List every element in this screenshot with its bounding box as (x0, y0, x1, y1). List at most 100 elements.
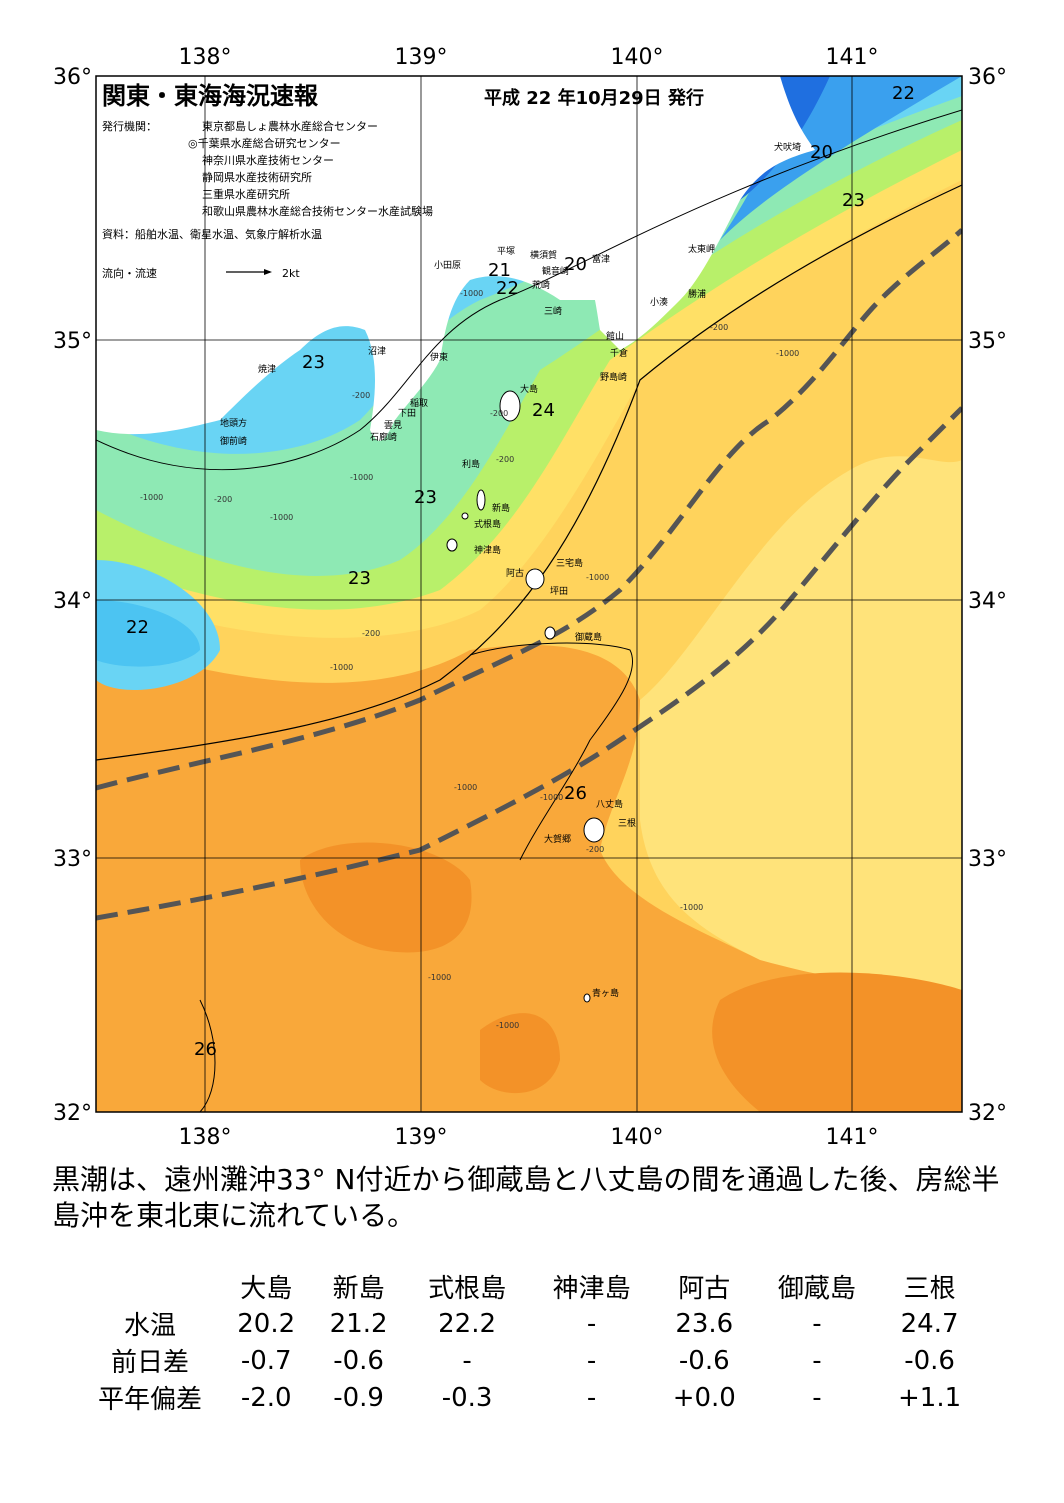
table-row: 前日差 -0.7 -0.6 - - -0.6 - -0.6 (80, 1342, 980, 1379)
isotherm-label: 22 (126, 617, 149, 638)
place-label: 太東岬 (688, 243, 715, 255)
place-label: 青ヶ島 (592, 987, 619, 999)
issuer: 静岡県水産技術研究所 (202, 170, 312, 184)
depth-label: -1000 (460, 289, 483, 298)
issuer: 三重県水産研究所 (202, 187, 290, 201)
issue-date: 平成 22 年10月29日 発行 (484, 87, 704, 109)
lat-label: 34° (53, 589, 92, 614)
column-header: 式根島 (428, 1274, 507, 1304)
place-label: 石廊崎 (370, 431, 397, 443)
zone-25-pale (640, 456, 962, 1000)
table-cell: -0.9 (333, 1382, 384, 1413)
place-label: 三根 (618, 817, 636, 829)
depth-label: -1000 (496, 1021, 519, 1030)
isotherm-line (96, 184, 962, 761)
column-header: 阿古 (678, 1274, 731, 1304)
isotherm-labels: 20 20 21 22 22 22 23 23 23 23 24 26 26 (126, 83, 915, 1060)
place-label: 横須賀 (530, 249, 557, 261)
isotherm-label: 23 (302, 352, 325, 373)
zone-27c (480, 1013, 560, 1094)
place-label: 下田 (398, 408, 416, 419)
table-cell: - (586, 1382, 597, 1413)
table-cell: - (812, 1345, 822, 1376)
place-label: 観音崎 (542, 265, 569, 277)
row-label: 平年偏差 (97, 1385, 202, 1415)
table-cell: -2.0 (240, 1382, 292, 1413)
zone-27a (300, 842, 472, 953)
depth-label: -1000 (350, 473, 373, 482)
column-header: 神津島 (552, 1274, 631, 1304)
column-header: 三根 (903, 1274, 956, 1304)
place-label: 大賀郷 (544, 833, 571, 845)
lon-label: 140° (611, 1125, 664, 1150)
place-label: 館山 (606, 330, 624, 342)
depth-label: -200 (710, 323, 728, 332)
depth-label: -1000 (140, 493, 163, 502)
lat-label: 33° (968, 847, 1007, 872)
table-cell: +0.0 (672, 1382, 736, 1413)
issuer: 和歌山県農林水産総合技術センター水産試験場 (202, 204, 433, 218)
table-cell: - (812, 1308, 822, 1339)
lon-label: 138° (179, 45, 232, 70)
table-cell: -0.6 (678, 1345, 730, 1376)
depth-label: -200 (362, 629, 380, 638)
depth-label: -200 (352, 391, 370, 400)
isotherm-label: 20 (810, 142, 833, 163)
depth-label: -1000 (680, 903, 703, 912)
depth-label: -200 (496, 455, 514, 464)
place-names: 犬吠埼 太東岬 勝浦 小湊 館山 千倉 野島崎 平塚 横須賀 観音崎 富津 荒崎… (220, 141, 801, 999)
depth-label: -200 (490, 409, 508, 418)
lat-label: 34° (968, 589, 1007, 614)
kuroshio-axis-south (96, 406, 962, 921)
isotherm-label: 22 (496, 278, 519, 299)
table-cell: - (812, 1382, 822, 1413)
island-shikinejima (461, 512, 469, 520)
table-cell: -0.6 (904, 1345, 955, 1376)
map-title: 関東・東海海況速報 (102, 82, 319, 110)
place-label: 千倉 (610, 347, 628, 359)
table-cell: +1.1 (898, 1382, 962, 1413)
place-label: 地頭方 (220, 417, 247, 429)
place-label: 三崎 (544, 305, 562, 317)
place-label: 小田原 (434, 260, 461, 271)
island-hachijojima (583, 817, 605, 843)
kuroshio-axis-north (96, 228, 962, 791)
depth-label: -1000 (540, 793, 563, 802)
island-niijima (476, 489, 486, 511)
table-cell: 22.2 (438, 1308, 497, 1339)
isotherm-label: 20 (564, 254, 587, 275)
island-kozushima (446, 538, 458, 552)
table-cell: 20.2 (237, 1308, 296, 1339)
map-frame (95, 75, 963, 1113)
map-header: 関東・東海海況速報 平成 22 年10月29日 発行 発行機関： 東京都島しょ農… (102, 82, 704, 280)
depth-label: -1000 (586, 573, 609, 582)
column-header: 御蔵島 (777, 1274, 856, 1304)
lat-label: 35° (53, 329, 92, 354)
isotherm-label: 24 (532, 400, 555, 421)
issuer-label: 発行機関： (102, 119, 157, 133)
temperature-field (96, 76, 962, 1112)
corner-cell (80, 1268, 220, 1305)
place-label: 沼津 (368, 346, 386, 357)
depth-labels: -1000 -200 -200 -200 -1000 -200 -1000 -1… (140, 289, 799, 1030)
depth-label: -1000 (776, 349, 799, 358)
isotherm-label: 26 (194, 1039, 217, 1060)
issuer: 東京都島しょ農林水産総合センター (202, 119, 378, 133)
place-label: 三宅島 (556, 557, 583, 569)
island-miyakejima (525, 568, 545, 590)
island-mikurajima (544, 626, 556, 640)
place-label: 御前崎 (220, 435, 247, 447)
lon-label: 141° (826, 1125, 879, 1150)
depth-label: -1000 (330, 663, 353, 672)
table-cell: - (462, 1345, 472, 1376)
place-label: 神津島 (474, 544, 501, 556)
table-row: 水温 20.2 21.2 22.2 - 23.6 - 24.7 (80, 1305, 980, 1342)
place-label: 荒崎 (532, 279, 550, 291)
table-cell: - (586, 1308, 597, 1339)
issuer: ◎千葉県水産総合研究センター (188, 136, 341, 150)
island-aogashima (583, 993, 591, 1003)
table-cell: -0.7 (240, 1345, 292, 1376)
land-honshu (96, 76, 815, 441)
column-header: 大島 (240, 1274, 293, 1304)
